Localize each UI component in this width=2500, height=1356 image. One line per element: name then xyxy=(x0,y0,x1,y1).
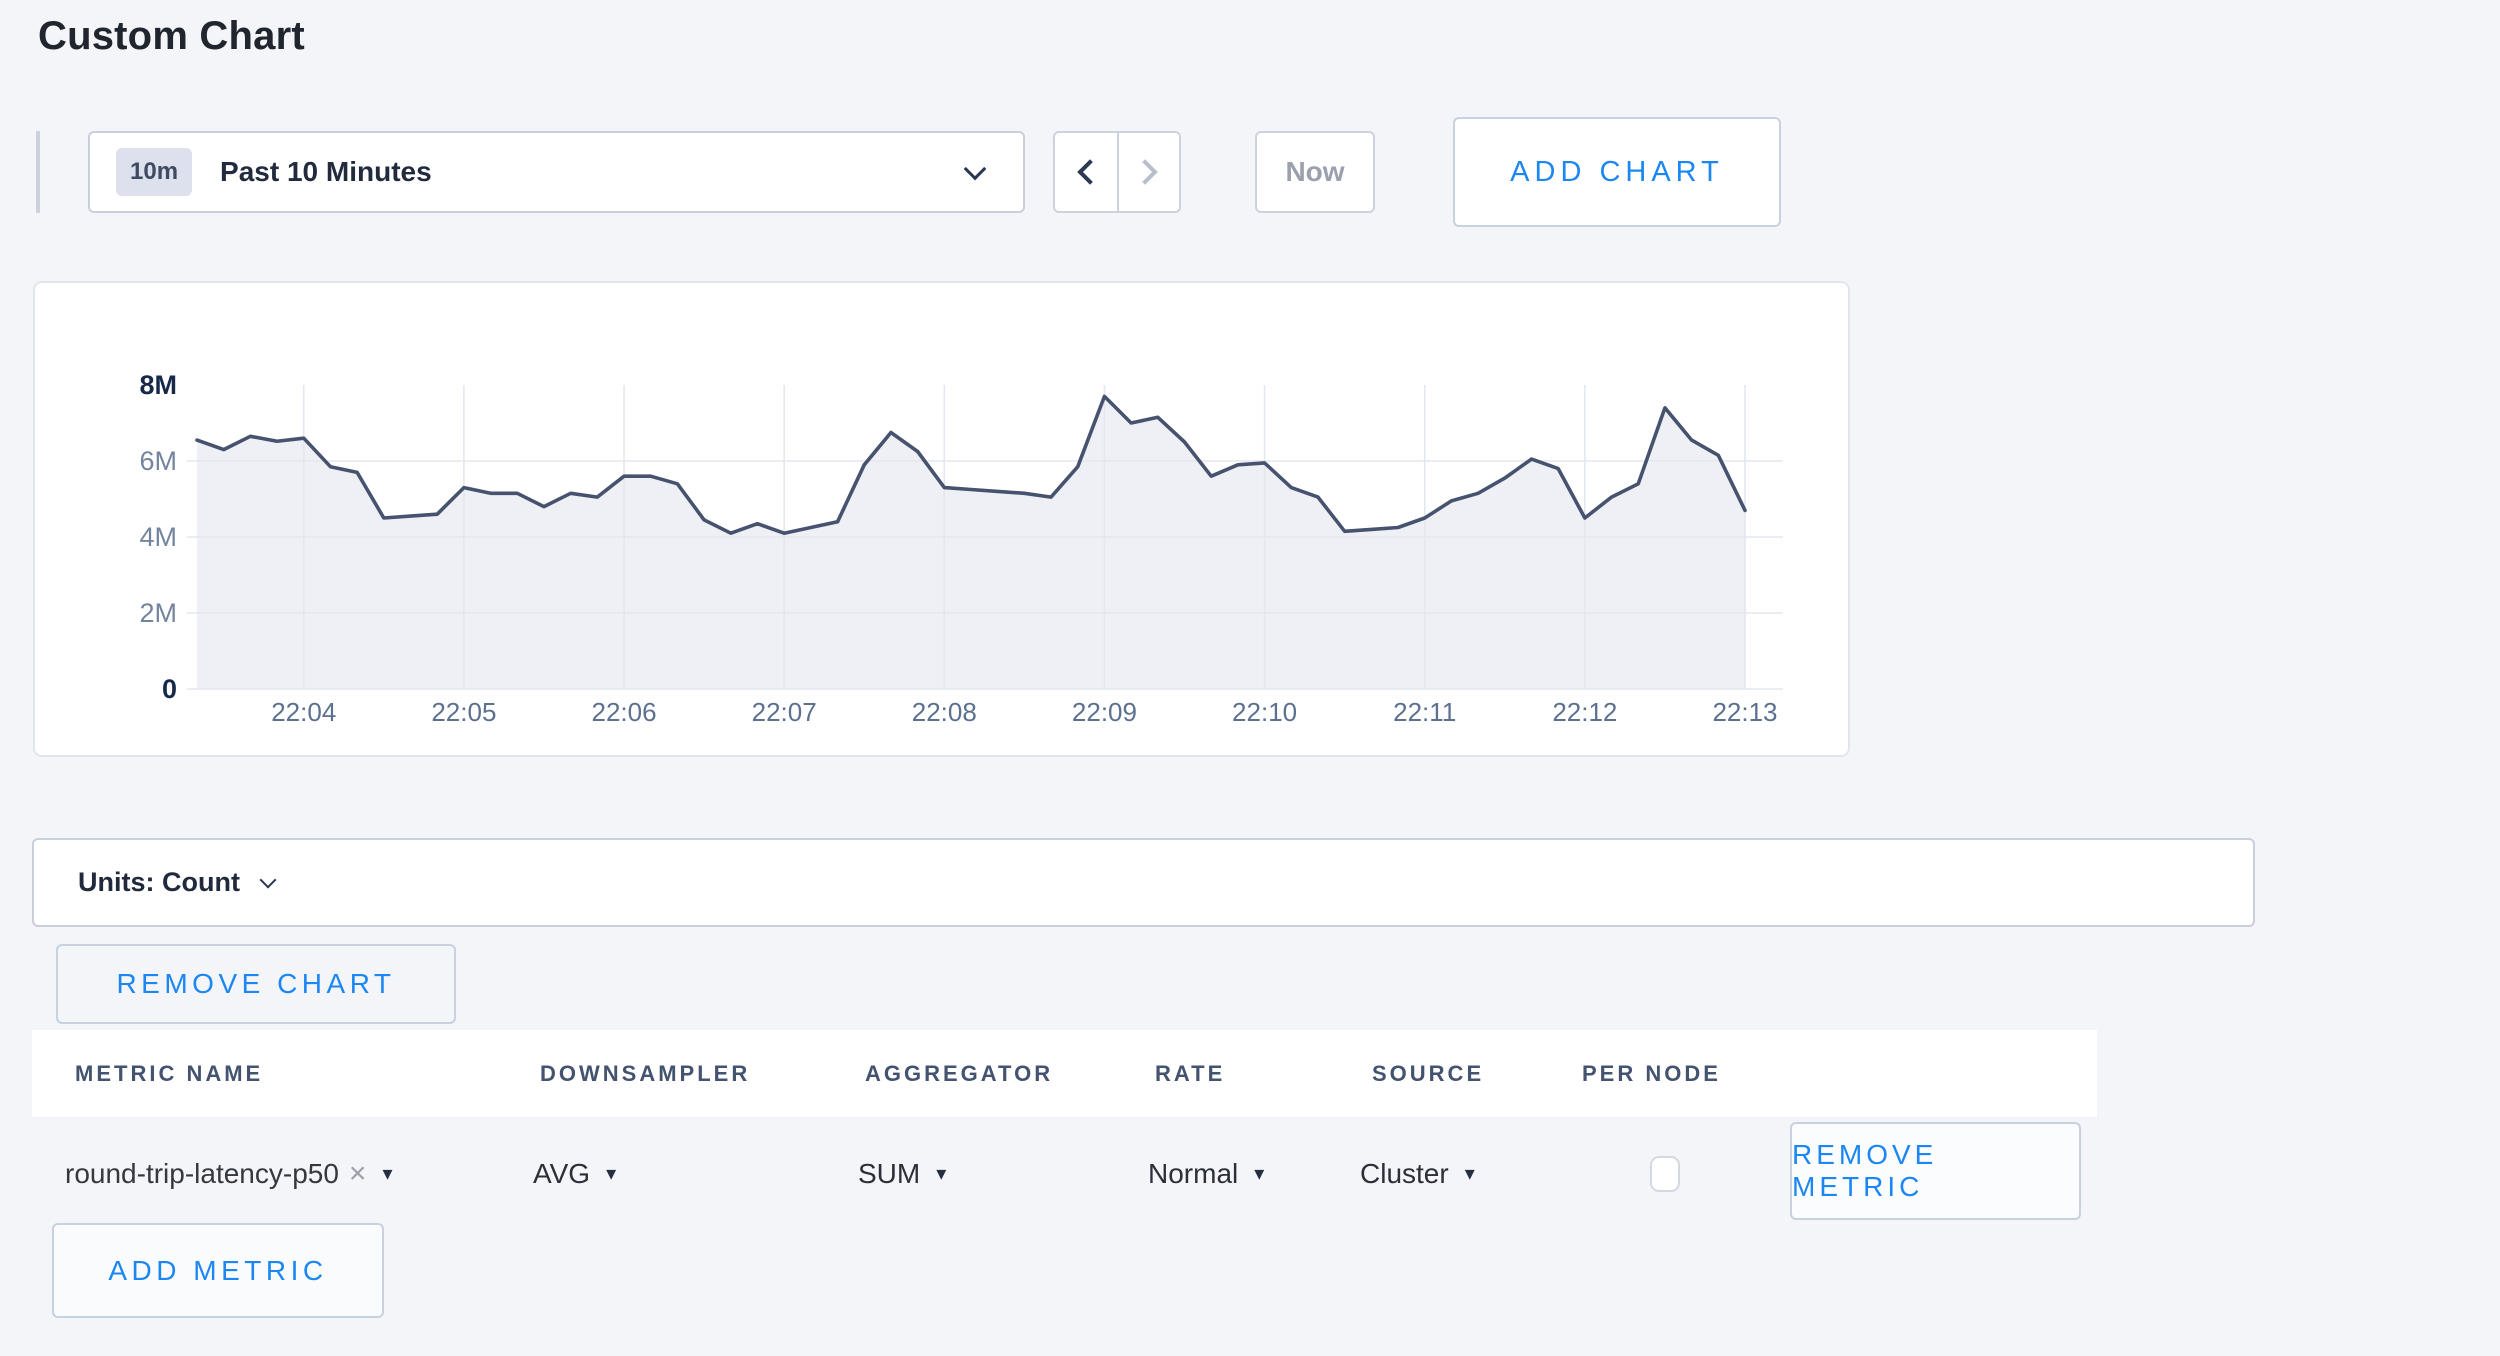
source-value: Cluster xyxy=(1360,1157,1449,1189)
chevron-left-icon xyxy=(1077,159,1103,185)
column-header-aggregator: AGGREGATOR xyxy=(865,1061,1054,1086)
clear-metric-icon[interactable]: × xyxy=(348,1156,367,1190)
dropdown-arrow-icon: ▾ xyxy=(1464,1163,1475,1185)
x-axis-label: 22:06 xyxy=(591,697,656,727)
x-axis-label: 22:10 xyxy=(1232,697,1297,727)
x-axis-label: 22:05 xyxy=(431,697,496,727)
chart-card: 8M 6M 4M 2M 0 22:04 22:05 22:06 22:07 22:08 22:09 2… xyxy=(33,281,1850,757)
time-range-label: Past 10 Minutes xyxy=(220,156,432,187)
x-axis-label: 22:13 xyxy=(1712,697,1777,727)
time-range-select[interactable]: 10m Past 10 Minutes xyxy=(88,131,1025,213)
remove-metric-button[interactable]: REMOVE METRIC xyxy=(1790,1122,2081,1220)
x-axis-label: 22:07 xyxy=(752,697,817,727)
rate-value: Normal xyxy=(1148,1157,1239,1189)
y-axis-label: 2M xyxy=(139,598,177,628)
chevron-down-icon xyxy=(963,157,987,181)
time-range-badge: 10m xyxy=(116,148,193,196)
page-title: Custom Chart xyxy=(38,14,305,58)
column-header-per-node: PER NODE xyxy=(1582,1061,1721,1086)
now-button[interactable]: Now xyxy=(1255,131,1375,213)
add-metric-button[interactable]: ADD METRIC xyxy=(52,1223,384,1318)
dropdown-arrow-icon: ▾ xyxy=(1254,1163,1265,1185)
y-axis-label: 0 xyxy=(162,674,177,704)
y-axis-label: 4M xyxy=(139,522,177,552)
toolbar-accent-divider xyxy=(36,131,40,213)
rate-dropdown[interactable]: Normal ▾ xyxy=(1148,1117,1264,1230)
column-header-downsampler: DOWNSAMPLER xyxy=(540,1061,751,1086)
aggregator-dropdown[interactable]: SUM ▾ xyxy=(858,1117,946,1230)
x-axis-label: 22:09 xyxy=(1072,697,1137,727)
metrics-table-header: METRIC NAME DOWNSAMPLER AGGREGATOR RATE … xyxy=(32,1030,2097,1117)
table-row: round-trip-latency-p50 × ▾ AVG ▾ SUM ▾ N… xyxy=(32,1117,2255,1230)
y-axis-label: 6M xyxy=(139,446,177,476)
downsampler-dropdown[interactable]: AVG ▾ xyxy=(533,1117,616,1230)
series-line xyxy=(195,394,1747,535)
dropdown-arrow-icon: ▾ xyxy=(382,1163,393,1185)
x-axis-label: 22:12 xyxy=(1552,697,1617,727)
chevron-right-icon xyxy=(1132,159,1158,185)
series-area xyxy=(197,396,1745,689)
time-nav-group xyxy=(1053,131,1181,213)
column-header-metric-name: METRIC NAME xyxy=(75,1061,264,1086)
x-axis-label: 22:11 xyxy=(1393,697,1456,727)
units-select[interactable]: Units: Count xyxy=(32,838,2255,927)
remove-chart-button[interactable]: REMOVE CHART xyxy=(56,944,456,1024)
column-header-source: SOURCE xyxy=(1372,1061,1485,1086)
y-axis-label: 8M xyxy=(139,370,177,400)
metric-chart: 8M 6M 4M 2M 0 22:04 22:05 22:06 22:07 22:08 22:09 2… xyxy=(139,370,1783,727)
dropdown-arrow-icon: ▾ xyxy=(606,1163,617,1185)
downsampler-value: AVG xyxy=(533,1157,591,1189)
x-axis-label: 22:04 xyxy=(271,697,336,727)
time-back-button[interactable] xyxy=(1055,133,1117,211)
add-chart-button[interactable]: ADD CHART xyxy=(1453,117,1781,227)
chevron-down-icon xyxy=(259,871,277,888)
per-node-checkbox[interactable] xyxy=(1650,1156,1680,1192)
source-dropdown[interactable]: Cluster ▾ xyxy=(1360,1117,1475,1230)
x-axis-label: 22:08 xyxy=(912,697,977,727)
metric-name-value: round-trip-latency-p50 xyxy=(65,1157,339,1189)
aggregator-value: SUM xyxy=(858,1157,921,1189)
units-select-label: Units: Count xyxy=(78,867,240,897)
dropdown-arrow-icon: ▾ xyxy=(936,1163,947,1185)
time-forward-button[interactable] xyxy=(1117,133,1179,211)
metric-name-dropdown[interactable]: round-trip-latency-p50 × ▾ xyxy=(65,1117,393,1230)
column-header-rate: RATE xyxy=(1155,1061,1226,1086)
